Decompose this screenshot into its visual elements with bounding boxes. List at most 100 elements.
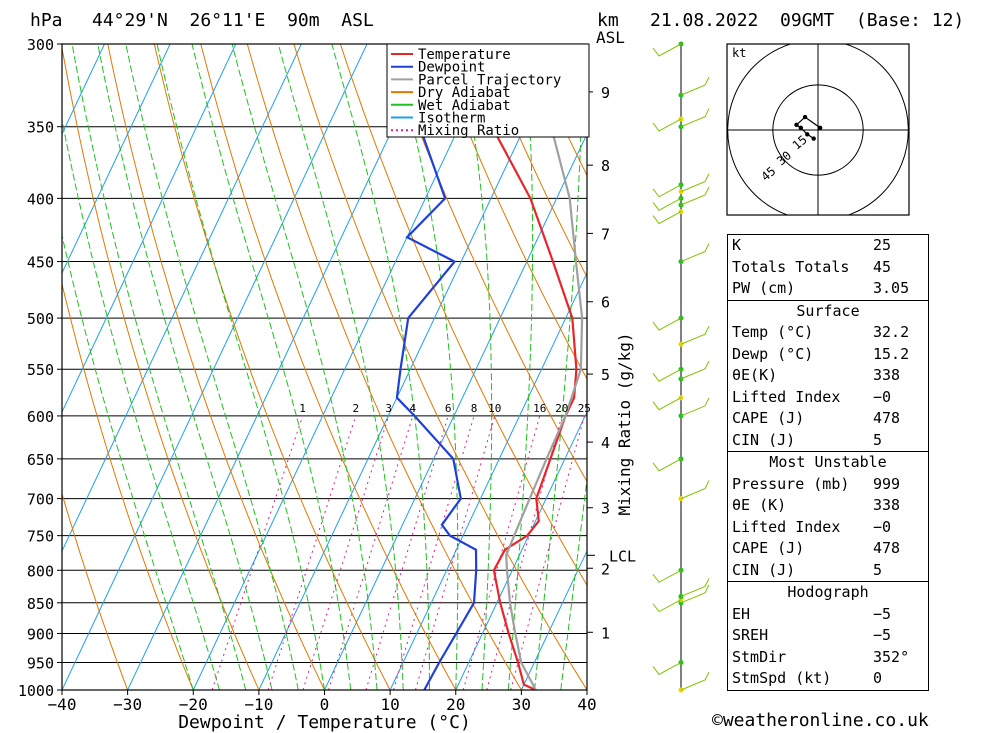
wind-barb (680, 108, 710, 128)
index-value: 32.2 (873, 323, 910, 341)
index-label: CAPE (J) (732, 539, 805, 557)
hodograph-rings (727, 44, 909, 215)
pressure-tick-label: 850 (27, 595, 54, 613)
index-label: CIN (J) (732, 560, 796, 579)
dry-adiabat-line (293, 44, 587, 690)
temp-tick-label: −40 (48, 695, 77, 714)
index-value: 478 (873, 539, 901, 557)
dry-adiabat-line (945, 44, 1000, 690)
unit-asl-label: ASL (596, 28, 625, 47)
hodo-row: EH −5 (728, 604, 928, 626)
chart-grid (62, 44, 1000, 690)
wet-adiabat-line (331, 44, 430, 690)
surface-row: Temp (°C) 32.2 (728, 322, 928, 344)
km-tick-label: 2 (601, 560, 610, 578)
surface-row: CAPE (J) 478 (728, 408, 928, 430)
isotherm-line (62, 44, 302, 553)
wind-barb (680, 397, 710, 417)
mixing-ratio-axis-label: Mixing Ratio (g/kg) (615, 332, 634, 515)
wet-adiabat-line (392, 44, 459, 690)
index-label: Temp (°C) (732, 323, 814, 341)
dry-adiabat-line (246, 44, 522, 690)
isotherm-line (389, 271, 587, 690)
wind-barb (680, 186, 710, 206)
index-value: 0 (873, 669, 883, 687)
hodograph-point (802, 114, 808, 120)
index-value: 5 (873, 560, 883, 579)
hodo-row: SREH −5 (728, 625, 928, 647)
pressure-tick-label: 600 (27, 408, 54, 426)
index-value: 45 (873, 257, 892, 276)
wet-adiabat-line (62, 117, 220, 690)
index-label: K (732, 236, 742, 254)
mixing-ratio-label: 6 (445, 402, 452, 415)
mu-row: Pressure (mb) 999 (728, 474, 928, 496)
hodo-row: StmDir 352° (728, 647, 928, 669)
temp-tick-label: 30 (512, 695, 531, 714)
most-unstable-section: Most Unstable Pressure (mb) 999 θE (K) 338… (728, 451, 928, 581)
indices-table: K 25 Totals Totals 45 PW (cm) 3.05 Surface … (727, 234, 929, 691)
mu-row: θE (K) 338 (728, 495, 928, 517)
isotherm-line (455, 410, 587, 690)
mu-row: CAPE (J) 478 (728, 538, 928, 560)
index-value: 338 (873, 366, 901, 384)
index-label: Lifted Index (732, 387, 841, 406)
location-title: 44°29'N 26°11'E 90m ASL (92, 10, 374, 31)
pressure-tick-label: 300 (27, 36, 54, 54)
km-tick-label: 9 (601, 84, 610, 102)
pressure-tick-label: 700 (27, 491, 54, 509)
surface-row: θE(K) 338 (728, 365, 928, 387)
isotherm-line (520, 549, 587, 690)
hodograph-title: Hodograph (787, 583, 869, 601)
most-unstable-title: Most Unstable (769, 453, 887, 471)
copyright-footer[interactable]: ©weatheronline.co.uk (712, 710, 929, 731)
wind-barb (680, 671, 710, 691)
mixing-ratio-label: 1 (299, 402, 306, 415)
index-row-k: K 25 (728, 235, 928, 257)
chart-series (395, 44, 584, 690)
index-label: θE(K) (732, 366, 778, 384)
km-tick-label: 4 (601, 434, 610, 452)
temp-tick-label: 10 (380, 695, 399, 714)
wind-profile (652, 41, 710, 693)
wind-barb (652, 317, 682, 331)
km-tick-label: 8 (601, 157, 610, 175)
index-label: StmSpd (kt) (732, 669, 832, 687)
surface-row: CIN (J) 5 (728, 430, 928, 452)
index-value: −0 (873, 517, 892, 536)
index-label: CAPE (J) (732, 409, 805, 427)
wind-barb (680, 360, 710, 380)
index-value: 999 (873, 474, 901, 493)
mixing-ratio-label: 25 (578, 402, 591, 415)
index-label: CIN (J) (732, 430, 796, 449)
dry-adiabat-line (107, 44, 325, 690)
temp-tick-label: −30 (113, 695, 142, 714)
index-value: 15.2 (873, 344, 910, 363)
mixing-ratio-label: 8 (471, 402, 478, 415)
pressure-tick-label: 400 (27, 190, 54, 208)
legend-label: Isotherm (418, 111, 485, 127)
pressure-tick-label: 750 (27, 528, 54, 546)
wet-adiabat-line (97, 44, 273, 690)
chart-axes: 1 2 3 4 6 8 10 16 20 2530035040045050055060065070… (18, 36, 636, 733)
km-tick-label: 5 (601, 366, 610, 384)
legend-label: Dewpoint (418, 60, 485, 76)
wind-barb (652, 397, 682, 411)
hodo-row: StmSpd (kt) 0 (728, 668, 928, 690)
wind-barb (652, 569, 682, 583)
index-label: SREH (732, 626, 769, 644)
index-label: PW (cm) (732, 279, 796, 297)
mixing-ratio-line (211, 415, 304, 690)
wind-barb (680, 480, 710, 500)
parcel-trajectory-line (505, 44, 584, 690)
index-label: StmDir (732, 647, 787, 666)
dewpoint-line (395, 44, 478, 690)
mixing-ratio-label: 10 (488, 402, 501, 415)
dry-adiabat-line (62, 45, 260, 690)
wind-barb (652, 458, 682, 472)
wind-barb (680, 173, 710, 193)
index-value: −5 (873, 626, 892, 644)
hodograph-point (811, 136, 816, 141)
temp-tick-label: 20 (446, 695, 465, 714)
